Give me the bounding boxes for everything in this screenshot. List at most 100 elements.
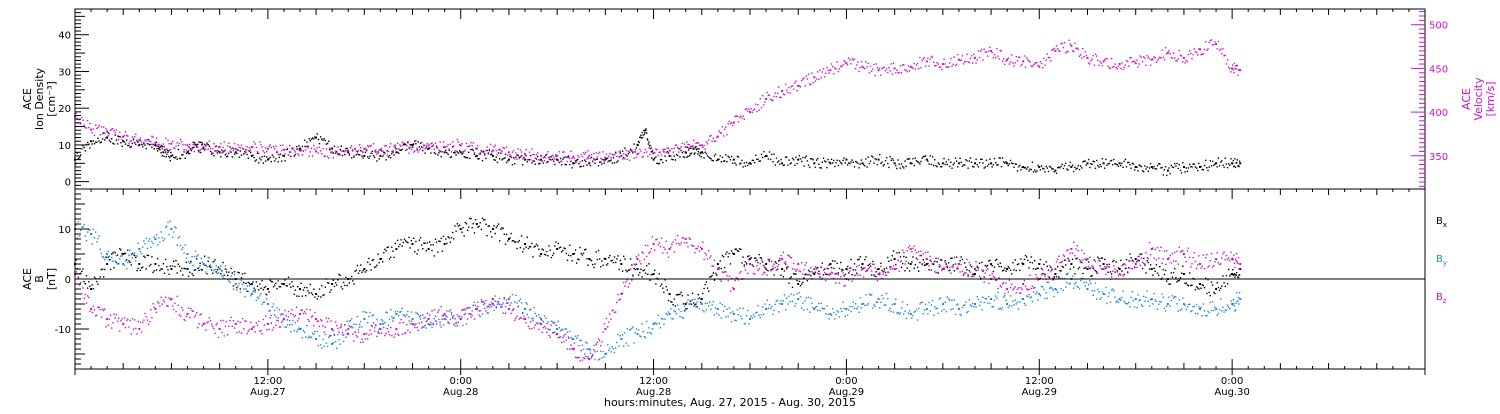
ion-density-dot [699,151,702,154]
bz-dot [918,251,920,253]
velocity-dot [1206,49,1208,51]
bz-dot [128,326,130,328]
ion-density-dot [1232,159,1234,162]
bx-dot [579,246,581,249]
velocity-dot [178,142,181,145]
bz-dot [697,245,699,248]
velocity-dot [1202,52,1205,55]
by-dot [263,301,266,303]
by-dot [318,335,321,337]
bx-dot [865,256,867,258]
bz-dot [95,315,97,317]
bx-dot [787,266,789,268]
bx-dot [904,270,906,272]
by-dot [108,255,111,257]
ion-density-dot [1121,162,1123,165]
by-dot [628,329,631,331]
bx-dot [438,240,440,242]
bz-dot [592,353,594,356]
velocity-dot [1221,53,1223,55]
ion-density-dot [334,152,337,154]
velocity-dot [391,150,393,153]
bz-dot [805,262,807,264]
bz-dot [998,277,1000,279]
ion-density-dot [414,140,416,142]
velocity-dot [1237,74,1239,76]
bz-dot [625,281,627,283]
bx-dot [655,283,657,285]
velocity-dot [505,146,508,148]
ion-density-dot [716,159,718,162]
bz-dot [725,271,727,273]
by-dot [377,330,379,333]
ion-density-dot [694,152,696,154]
velocity-dot [730,122,733,124]
bx-dot [484,219,486,221]
by-dot [756,311,758,313]
ion-density-dot [243,153,245,155]
velocity-dot [929,58,931,60]
ion-density-dot [918,161,920,164]
velocity-dot [558,151,561,153]
bz-dot [429,314,431,316]
ion-density-dot [774,164,776,166]
bz-dot [566,348,569,350]
ion-density-point [1070,166,1073,168]
by-dot [1226,304,1229,306]
velocity-dot [744,108,747,111]
ion-density-dot [148,144,151,146]
ion-density-dot [371,150,373,152]
velocity-dot [1154,57,1156,59]
ion-density-dot [825,161,827,163]
ion-density-dot [706,155,709,157]
velocity-dot [768,94,771,96]
velocity-dot [175,145,177,147]
bx-dot [197,267,199,270]
bz-dot [330,320,332,322]
ion-density-dot [1185,167,1187,169]
bz-dot [930,260,933,263]
velocity-dot [585,151,587,153]
ion-density-dot [352,149,354,151]
velocity-dot [1051,49,1053,51]
ion-density-dot [192,141,194,144]
bx-point [877,268,880,270]
bx-dot [1234,276,1236,278]
ion-density-dot [1085,164,1088,166]
bx-dot [1009,269,1012,271]
ion-density-point [749,162,751,165]
bz-dot [928,265,930,267]
velocity-dot [394,144,396,146]
ion-density-dot [968,160,970,162]
velocity-dot [703,144,705,147]
bx-dot [253,287,255,289]
bx-dot [755,257,757,259]
velocity-dot [851,58,853,60]
ion-density-dot [722,160,725,162]
by-dot [1011,305,1013,307]
bx-dot [1093,259,1096,261]
bz-dot [113,313,115,315]
velocity-dot [866,66,868,68]
bz-dot [446,316,448,318]
bz-dot [104,308,106,310]
by-dot [783,294,786,296]
velocity-dot [533,153,535,156]
by-dot [1169,305,1171,307]
bz-dot [835,282,837,284]
velocity-dot [439,141,441,143]
velocity-dot [693,139,695,141]
by-dot [477,301,479,303]
ion-density-dot [134,141,136,144]
ion-density-dot [1037,164,1039,167]
ion-density-dot [1176,162,1178,165]
bx-dot [430,244,432,246]
bx-dot [896,252,898,254]
velocity-dot [332,157,334,159]
by-dot [474,308,477,310]
velocity-dot [246,146,248,148]
ion-density-dot [959,157,961,160]
by-dot [457,316,460,318]
bx-dot [612,261,615,264]
bx-dot [1110,273,1113,275]
